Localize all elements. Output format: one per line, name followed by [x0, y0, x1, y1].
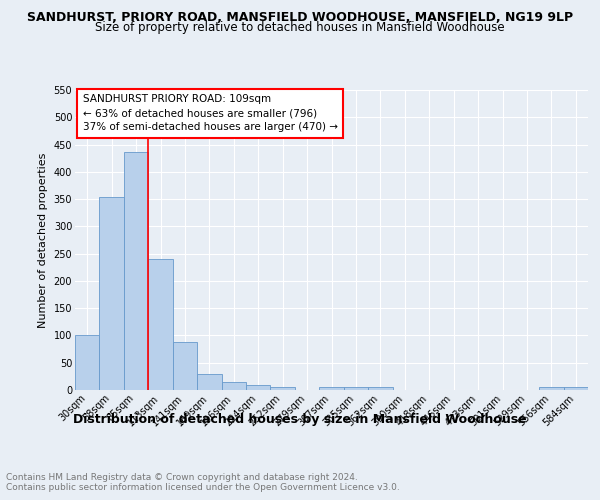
Bar [319, 388, 344, 390]
Bar [75, 335, 100, 390]
Bar [173, 342, 197, 390]
Bar [124, 152, 148, 390]
Text: Size of property relative to detached houses in Mansfield Woodhouse: Size of property relative to detached ho… [95, 21, 505, 34]
Bar [148, 258, 173, 390]
Bar [539, 388, 563, 390]
Bar [100, 198, 124, 390]
Y-axis label: Number of detached properties: Number of detached properties [38, 152, 48, 328]
Text: Contains HM Land Registry data © Crown copyright and database right 2024.
Contai: Contains HM Land Registry data © Crown c… [6, 472, 400, 492]
Bar [197, 374, 221, 390]
Bar [221, 382, 246, 390]
Bar [563, 388, 588, 390]
Text: SANDHURST, PRIORY ROAD, MANSFIELD WOODHOUSE, MANSFIELD, NG19 9LP: SANDHURST, PRIORY ROAD, MANSFIELD WOODHO… [27, 11, 573, 24]
Bar [271, 388, 295, 390]
Bar [246, 385, 271, 390]
Text: Distribution of detached houses by size in Mansfield Woodhouse: Distribution of detached houses by size … [73, 412, 527, 426]
Text: SANDHURST PRIORY ROAD: 109sqm
← 63% of detached houses are smaller (796)
37% of : SANDHURST PRIORY ROAD: 109sqm ← 63% of d… [83, 94, 338, 132]
Bar [344, 388, 368, 390]
Bar [368, 388, 392, 390]
